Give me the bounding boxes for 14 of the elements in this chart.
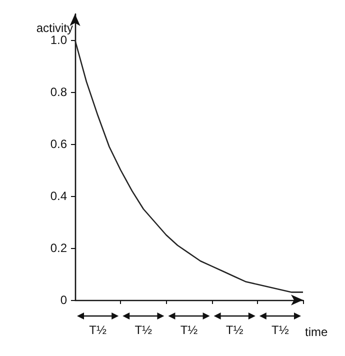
- line-series: [74, 39, 304, 293]
- y-tick-label: 0.6: [50, 137, 68, 151]
- x-tick-label: T½: [226, 323, 244, 337]
- x-tick-label: T½: [134, 323, 152, 337]
- x-tick-label: T½: [89, 323, 106, 337]
- y-axis-title: activity: [36, 21, 73, 36]
- y-tick-label: 1.0: [50, 33, 68, 47]
- x-tick-label: T½: [272, 323, 289, 337]
- x-tick-label: T½: [180, 323, 198, 337]
- y-tick-label: 0.2: [50, 241, 68, 255]
- y-tick-label: 0.8: [50, 85, 68, 99]
- x-axis-title: time: [305, 325, 328, 339]
- y-tick-label: 0.4: [50, 189, 68, 203]
- y-tick-label: 0: [60, 293, 68, 307]
